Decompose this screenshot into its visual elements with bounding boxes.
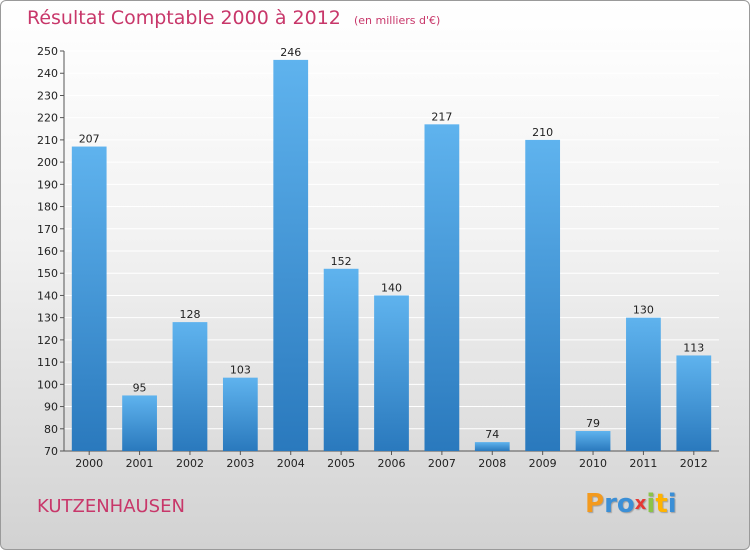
- y-tick-label: 90: [44, 401, 58, 414]
- y-tick-label: 80: [44, 423, 58, 436]
- y-tick-label: 240: [37, 67, 58, 80]
- y-tick-label: 230: [37, 89, 58, 102]
- y-tick-label: 210: [37, 134, 58, 147]
- x-tick-label: 2007: [428, 457, 456, 470]
- bar-value-label: 103: [230, 364, 251, 377]
- x-tick-label: 2011: [629, 457, 657, 470]
- logo-letter: t: [655, 489, 668, 519]
- bar-value-label: 207: [79, 133, 100, 146]
- logo-letter: i: [667, 489, 677, 519]
- x-tick-label: 2006: [378, 457, 406, 470]
- logo-letter: r: [604, 489, 617, 519]
- bar: [575, 431, 611, 451]
- bar: [323, 268, 359, 451]
- y-tick-label: 220: [37, 112, 58, 125]
- y-tick-label: 110: [37, 356, 58, 369]
- logo-letter: P: [585, 489, 605, 519]
- bar-value-label: 140: [381, 281, 402, 294]
- y-tick-label: 190: [37, 178, 58, 191]
- y-tick-label: 250: [37, 45, 58, 58]
- x-tick-label: 2012: [680, 457, 708, 470]
- y-tick-label: 70: [44, 445, 58, 458]
- bar-value-label: 113: [683, 341, 704, 354]
- y-tick-label: 120: [37, 334, 58, 347]
- x-tick-label: 2005: [327, 457, 355, 470]
- bar-value-label: 217: [431, 110, 452, 123]
- bar-layer: [71, 59, 712, 452]
- x-tick-label: 2010: [579, 457, 607, 470]
- bar: [676, 355, 712, 451]
- y-tick-label: 160: [37, 245, 58, 258]
- y-tick-label: 170: [37, 223, 58, 236]
- bar: [626, 317, 661, 451]
- bar-value-label: 95: [133, 381, 147, 394]
- bar-value-label: 128: [179, 308, 200, 321]
- bar: [172, 322, 208, 451]
- x-tick-label: 2001: [126, 457, 154, 470]
- bar: [525, 139, 561, 451]
- y-tick-label: 130: [37, 312, 58, 325]
- bar: [273, 59, 309, 452]
- chart-title: Résultat Comptable 2000 à 2012 (en milli…: [27, 7, 440, 29]
- bar-value-label: 210: [532, 126, 553, 139]
- y-tick-label: 200: [37, 156, 58, 169]
- y-tick-label: 100: [37, 378, 58, 391]
- x-tick-label: 2003: [226, 457, 254, 470]
- bar-value-label: 130: [633, 304, 654, 317]
- bar: [374, 295, 409, 451]
- x-tick-label: 2009: [529, 457, 557, 470]
- grid-layer: [64, 50, 719, 452]
- y-tick-label: 150: [37, 267, 58, 280]
- y-tick-label: 140: [37, 289, 58, 302]
- x-tick-label: 2004: [277, 457, 305, 470]
- x-tick-label: 2000: [75, 457, 103, 470]
- x-tick-label: 2008: [478, 457, 506, 470]
- bar: [122, 395, 157, 451]
- x-tick-label: 2002: [176, 457, 204, 470]
- bar: [424, 124, 460, 451]
- chart-subtitle: (en milliers d'€): [353, 14, 441, 27]
- bar: [71, 146, 107, 452]
- bar-value-label: 79: [586, 417, 600, 430]
- bar-value-label: 152: [331, 255, 352, 268]
- logo-letter: x: [634, 493, 647, 514]
- logo-letter: o: [616, 489, 635, 519]
- logo-letter: i: [646, 489, 656, 519]
- label-layer: 2000 207 2001 95 2002 128 2003 103 2004 246 2005 15…: [75, 46, 708, 470]
- y-tick-label: 180: [37, 201, 58, 214]
- bar-value-label: 74: [485, 428, 499, 441]
- bar: [222, 377, 258, 451]
- bar-value-label: 246: [280, 46, 301, 59]
- bar: [474, 442, 510, 451]
- chart-title-text: Résultat Comptable 2000 à 2012: [27, 7, 341, 29]
- proxiti-logo[interactable]: Proxiti: [585, 489, 677, 519]
- commune-name: KUTZENHAUSEN: [37, 496, 185, 517]
